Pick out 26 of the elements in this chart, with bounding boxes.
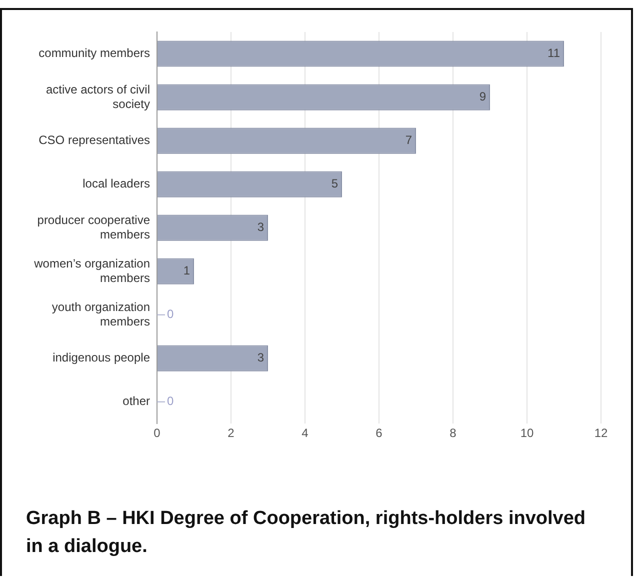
data-label: 5 [331,176,338,191]
x-tick-label: 10 [520,426,534,440]
x-tick-label: 2 [228,426,235,440]
x-tick-label: 0 [154,426,161,440]
data-label: 11 [548,46,560,60]
x-tick-label: 12 [594,426,608,440]
data-label: 3 [257,350,264,365]
text: Graph B – HKI Degree of Cooperation, rights-holders involved in a dialogue. [26,507,587,559]
y-tick-label: indigenous people [52,350,150,365]
data-label: 7 [405,133,412,148]
y-tick-label: other [122,394,150,408]
y-tick-label: active actors of civil society [46,82,150,111]
y-tick-label: community members [38,46,150,60]
y-tick-label: women’s organization members [33,256,150,285]
y-tick-label: producer cooperative members [37,212,150,242]
x-tick-label: 4 [302,426,309,440]
y-tick-label: local leaders [82,176,150,191]
data-label: 0 [167,307,174,322]
data-label: 9 [479,90,486,104]
y-tick-label: youth organization members [52,300,150,328]
y-tick-label: CSO representatives [38,133,150,148]
x-tick-label: 8 [450,426,457,440]
data-label: 0 [167,394,174,408]
data-label: 3 [257,220,264,234]
x-tick-label: 6 [376,426,383,440]
data-label: 1 [183,264,190,278]
